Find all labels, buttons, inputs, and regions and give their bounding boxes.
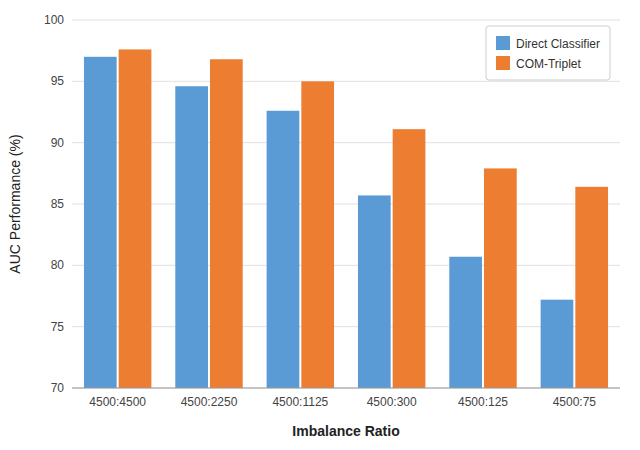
bar [575, 187, 608, 388]
bar [393, 129, 426, 388]
grid-line [72, 20, 620, 21]
bar [119, 49, 152, 388]
x-axis-label: Imbalance Ratio [292, 423, 399, 439]
bar [541, 300, 574, 388]
y-tick-label: 85 [51, 197, 65, 211]
y-tick-label: 90 [51, 136, 65, 150]
grid-line [72, 142, 620, 143]
grid [72, 20, 620, 388]
bar [449, 257, 482, 388]
bar [84, 57, 117, 388]
bar [301, 81, 334, 388]
bar [484, 168, 517, 388]
grid-line [72, 81, 620, 82]
y-tick-label: 100 [44, 13, 64, 27]
grid-line [72, 326, 620, 327]
y-tick-label: 95 [51, 74, 65, 88]
bar [175, 86, 208, 388]
grid-line [72, 265, 620, 266]
bar [358, 195, 391, 388]
bar [210, 59, 243, 388]
x-tick-label: 4500:125 [458, 395, 508, 409]
x-tick-label: 4500:300 [367, 395, 417, 409]
x-tick-label: 4500:4500 [89, 395, 146, 409]
grid-line [72, 204, 620, 205]
legend-box [486, 26, 610, 80]
y-tick-label: 80 [51, 258, 65, 272]
chart: 70 75 80 85 90 95 100 4500:4500 4500:2250 4500:11… [0, 0, 640, 450]
legend-label: Direct Classifier [516, 37, 600, 51]
x-tick-label: 4500:1125 [272, 395, 328, 409]
y-tick-label: 70 [51, 381, 65, 395]
legend-swatch [496, 56, 510, 70]
y-axis-label: AUC Performance (%) [7, 134, 23, 273]
x-tick-label: 4500:75 [553, 395, 597, 409]
y-tick-label: 75 [51, 320, 65, 334]
legend: Direct Classifier COM-Triplet [486, 26, 610, 80]
x-tick-label: 4500:2250 [181, 395, 238, 409]
bar [267, 111, 300, 388]
grid-line [72, 388, 620, 389]
bars [84, 49, 608, 388]
x-axis-line [72, 388, 620, 389]
legend-label: COM-Triplet [516, 57, 582, 71]
legend-swatch [496, 36, 510, 50]
